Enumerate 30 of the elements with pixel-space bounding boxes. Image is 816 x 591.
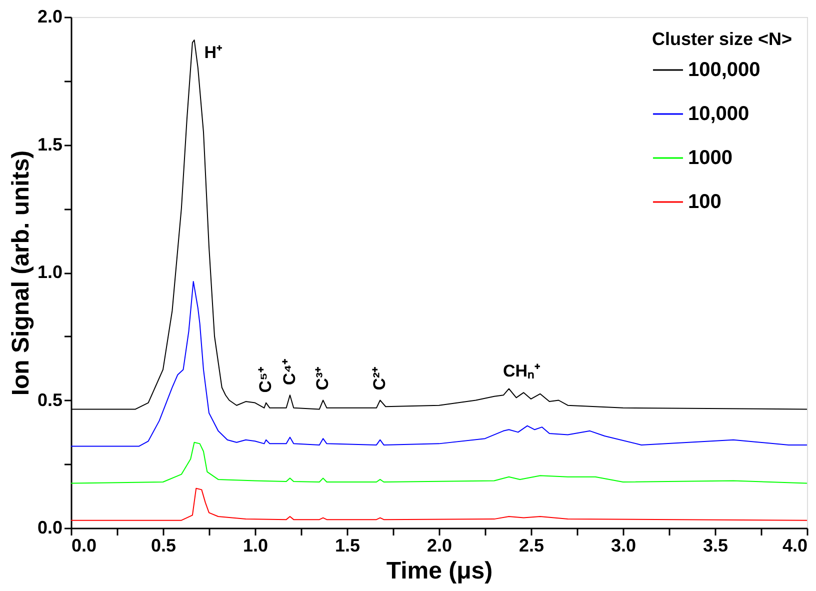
annotation: C²⁺ [370, 366, 390, 390]
legend-label: 1000 [688, 147, 732, 169]
legend-title: Cluster size <N> [652, 29, 792, 49]
line-series [70, 442, 808, 484]
x-tick-label: 0.0 [72, 536, 97, 556]
y-tick-label: 1.5 [37, 134, 62, 154]
legend-label: 100 [688, 191, 722, 213]
annotation: H⁺ [204, 42, 223, 62]
x-tick-label: 4.0 [782, 536, 808, 556]
annotation: CHₙ⁺ [503, 362, 541, 381]
x-tick-label: 0.5 [150, 536, 176, 556]
annotation: C⁵⁺ [256, 366, 276, 393]
y-tick-label: 0.0 [37, 518, 62, 538]
y-tick-label: 1.0 [37, 262, 62, 282]
annotation: C⁴⁺ [280, 358, 299, 386]
y-tick-label: 2.0 [37, 6, 62, 26]
x-tick-label: 1.5 [334, 536, 360, 556]
legend-label: 100,000 [688, 59, 760, 81]
x-tick-label: 2.5 [518, 536, 544, 556]
x-tick-label: 3.0 [610, 536, 636, 556]
y-tick-label: 0.5 [37, 390, 62, 410]
x-tick-label: 3.5 [702, 536, 728, 556]
x-tick-label: 2.0 [426, 536, 452, 556]
y-axis-title: Ion Signal (arb. units) [7, 150, 34, 396]
legend-label: 10,000 [688, 103, 750, 125]
line-series [70, 280, 808, 447]
x-tick-label: 1.0 [242, 536, 268, 556]
line-series [70, 488, 808, 521]
annotation: C³⁺ [313, 366, 332, 390]
x-axis-title: Time (μs) [386, 558, 493, 584]
